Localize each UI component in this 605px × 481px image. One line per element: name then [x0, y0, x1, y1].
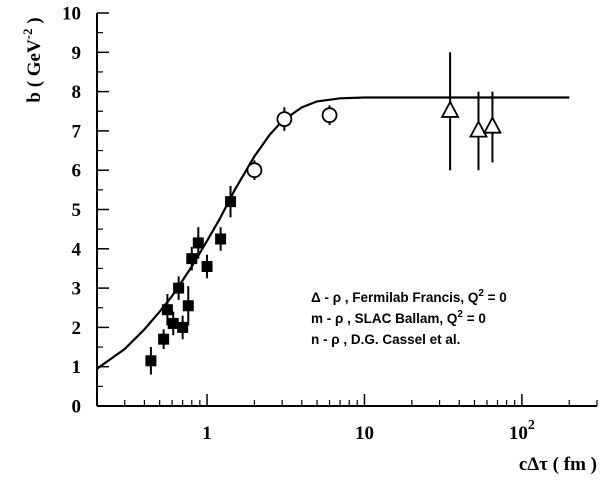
fit-curve: [96, 96, 570, 370]
filled-square-point: [215, 227, 227, 251]
circle-marker: [246, 162, 263, 179]
square-marker: [192, 237, 204, 249]
y-tick-label: 0: [72, 397, 82, 418]
open-triangle-point: [482, 91, 502, 163]
circle-marker: [276, 111, 293, 128]
data-points-layer: [145, 52, 502, 375]
open-circle-point: [276, 107, 293, 131]
x-axis-title: cΔτ ( fm ): [519, 454, 597, 475]
filled-square-point: [158, 329, 170, 350]
legend: Δ - ρ , Fermilab Francis, Q2 = 0 m - ρ , …: [311, 288, 507, 347]
y-tick-label: 9: [72, 43, 82, 64]
square-marker: [167, 317, 179, 329]
y-tick-label: 6: [72, 161, 82, 182]
y-tick-label: 5: [72, 200, 82, 221]
filled-square-point: [182, 286, 194, 326]
y-axis-title: b ( GeV-2 ): [20, 17, 45, 102]
legend-entry: m - ρ , SLAC Ballam, Q2 = 0: [311, 309, 486, 326]
y-tick-label: 3: [72, 279, 82, 300]
open-triangle-point: [440, 52, 460, 171]
triangle-marker: [440, 100, 460, 118]
square-marker: [158, 333, 170, 345]
filled-square-point: [167, 311, 179, 336]
square-marker: [215, 233, 227, 245]
axis-labels: cΔτ ( fm ) b ( GeV-2 ): [20, 17, 597, 475]
x-tick-label: 102: [509, 418, 535, 444]
fit-curve-layer: [96, 96, 570, 370]
square-marker: [173, 282, 185, 294]
square-marker: [182, 300, 194, 312]
open-circle-point: [246, 160, 263, 181]
x-tick-label: 1: [202, 423, 212, 444]
x-tick-label: 10: [355, 423, 374, 444]
filled-square-point: [177, 315, 189, 340]
y-tick-label: 1: [72, 357, 82, 378]
legend-entry: n - ρ , D.G. Cassel et al.: [311, 332, 460, 347]
triangle-marker: [482, 115, 502, 134]
filled-square-point: [173, 276, 185, 300]
legend-entry: Δ - ρ , Fermilab Francis, Q2 = 0: [311, 288, 507, 305]
filled-square-point: [201, 254, 213, 279]
open-triangle-point: [468, 91, 488, 171]
square-marker: [145, 355, 157, 367]
y-tick-label: 4: [72, 239, 82, 260]
square-marker: [201, 260, 213, 272]
y-tick-label: 2: [72, 318, 82, 339]
plot-axes: 0 1 2 3 4 5 6 7 8 9 10 1 10 102: [62, 4, 598, 444]
filled-square-point: [192, 227, 204, 259]
filled-square-point: [225, 185, 237, 218]
y-tick-label: 10: [62, 4, 81, 25]
filled-square-point: [186, 246, 198, 271]
square-marker: [186, 253, 198, 265]
open-circle-point: [321, 105, 338, 126]
circle-marker: [321, 107, 338, 124]
square-marker: [161, 304, 173, 316]
square-marker: [177, 321, 189, 333]
y-tick-label: 7: [72, 121, 82, 142]
triangle-marker: [468, 119, 488, 138]
y-tick-label: 8: [72, 82, 82, 103]
square-marker: [225, 196, 237, 208]
filled-square-point: [145, 347, 157, 375]
filled-square-point: [161, 293, 173, 326]
